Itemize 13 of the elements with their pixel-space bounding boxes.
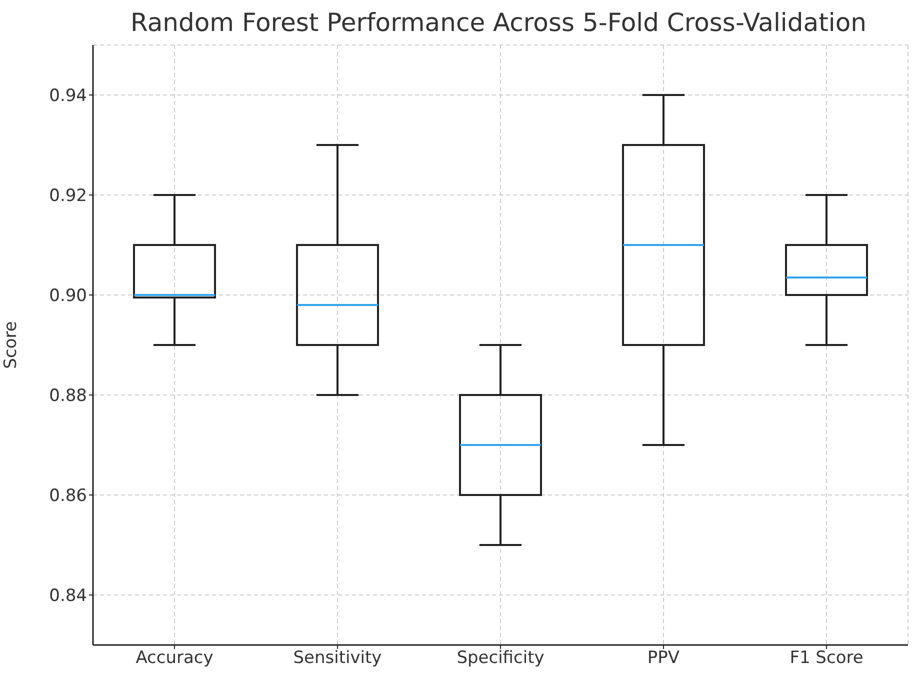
y-tick-label: 0.92 [49,186,87,206]
x-tick-label: Sensitivity [293,648,382,668]
y-tick-label: 0.86 [49,486,87,506]
x-tick-label: Specificity [456,648,544,668]
y-tick-label: 0.84 [49,586,87,606]
y-axis-title: Score [1,321,22,369]
x-tick-label: Accuracy [136,648,214,668]
y-tick-label: 0.90 [49,286,87,306]
chart-title: Random Forest Performance Across 5-Fold Cross-Validation [130,8,868,37]
y-tick-label: 0.88 [49,386,87,406]
x-tick-label: F1 Score [790,648,864,668]
y-tick-label: 0.94 [49,86,87,106]
x-tick-label: PPV [647,648,680,668]
